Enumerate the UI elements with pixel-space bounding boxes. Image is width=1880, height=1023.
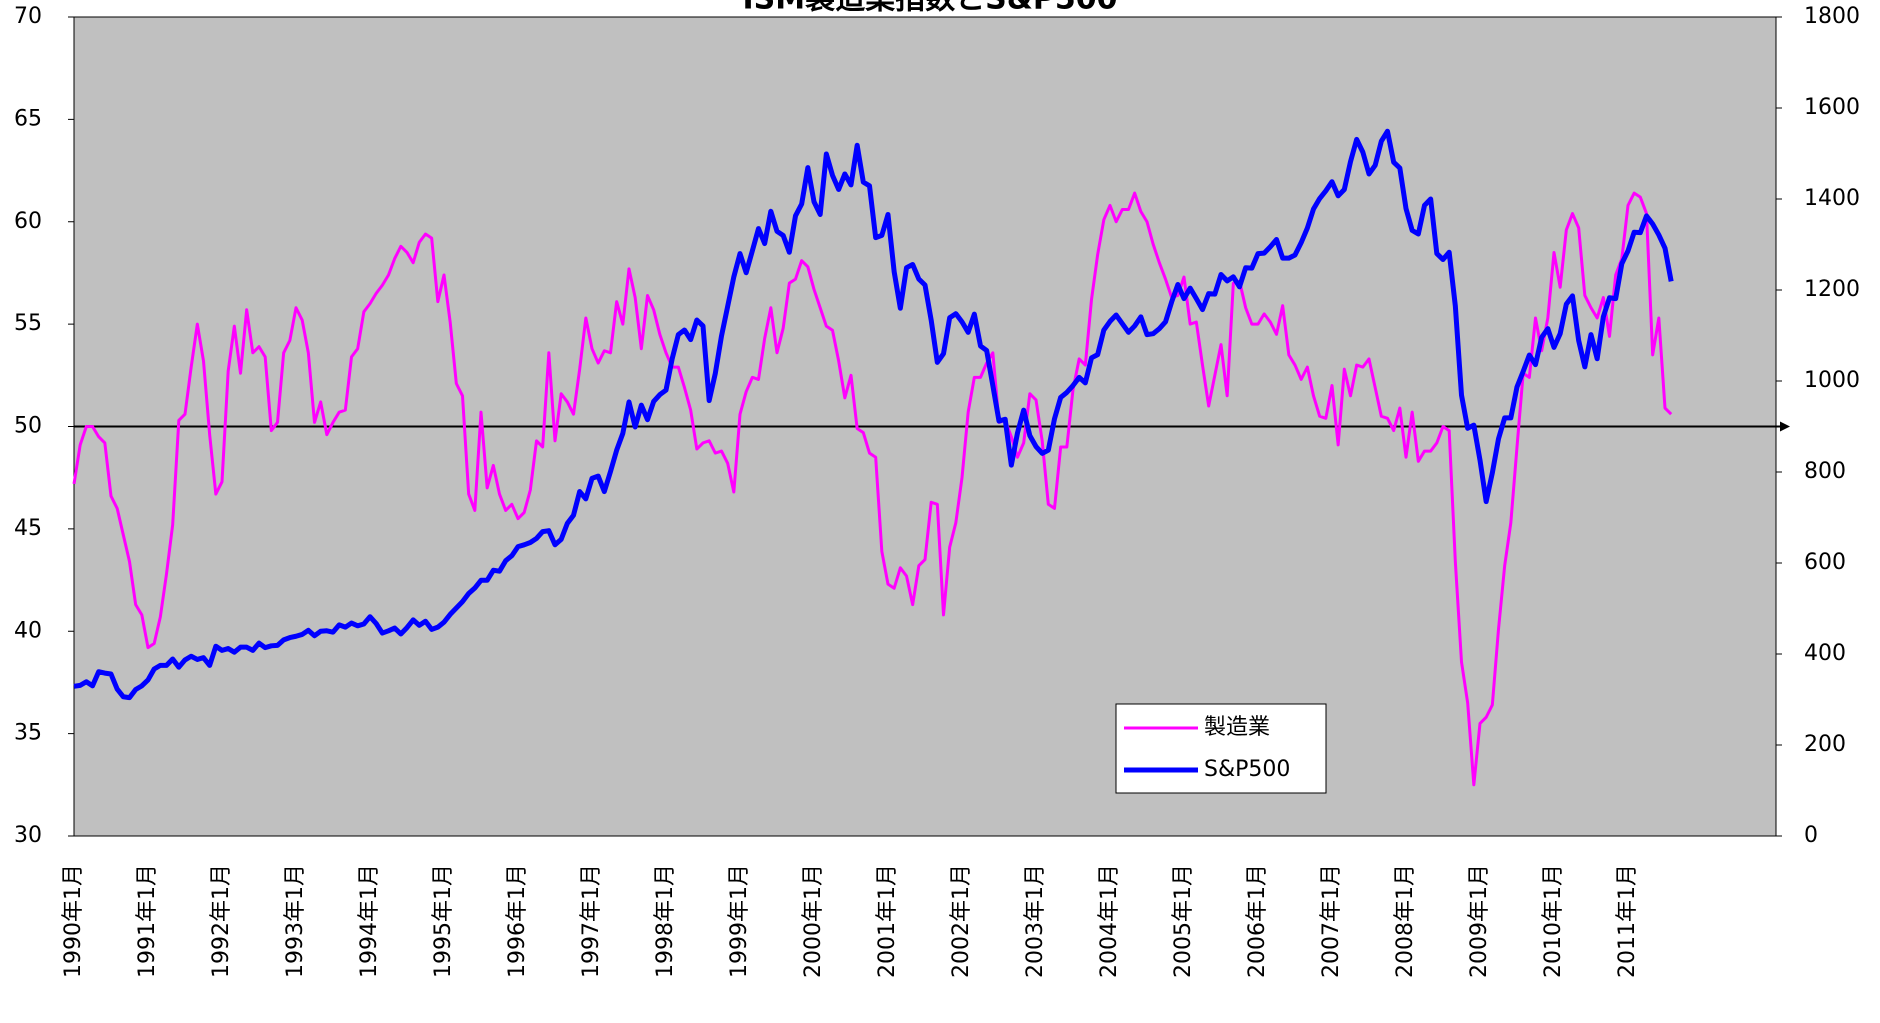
legend-label: S&P500 — [1204, 757, 1290, 782]
legend-box — [1115, 703, 1327, 794]
x-tick-label: 1994年1月 — [357, 864, 382, 978]
x-tick-label: 2007年1月 — [1319, 864, 1344, 978]
x-tick-label: 2004年1月 — [1097, 864, 1122, 978]
y2-tick-label: 800 — [1804, 459, 1846, 484]
x-tick-label: 2002年1月 — [949, 864, 974, 978]
y-tick-label: 60 — [14, 209, 42, 234]
y-tick-label: 30 — [14, 823, 42, 848]
y-tick-label: 55 — [14, 311, 42, 336]
x-tick-label: 2003年1月 — [1023, 864, 1048, 978]
y2-tick-label: 1000 — [1804, 368, 1860, 393]
x-tick-label: 1999年1月 — [727, 864, 752, 978]
x-tick-label: 2010年1月 — [1541, 864, 1566, 978]
series-line — [73, 128, 1674, 701]
y-tick-label: 70 — [14, 4, 42, 29]
y2-tick-label: 0 — [1804, 823, 1818, 848]
y2-tick-label: 200 — [1804, 732, 1846, 757]
x-tick-label: 2009年1月 — [1467, 864, 1492, 978]
x-tick-label: 1990年1月 — [61, 864, 86, 978]
x-tick-label: 1997年1月 — [579, 864, 604, 978]
y-tick-label: 40 — [14, 618, 42, 643]
x-tick-label: 2006年1月 — [1245, 864, 1270, 978]
y-tick-label: 45 — [14, 516, 42, 541]
y2-tick-label: 1600 — [1804, 95, 1860, 120]
y-tick-label: 65 — [14, 106, 42, 131]
x-tick-label: 2008年1月 — [1393, 864, 1418, 978]
y2-tick-label: 400 — [1804, 641, 1846, 666]
y2-tick-label: 1800 — [1804, 4, 1860, 29]
x-tick-label: 1995年1月 — [431, 864, 456, 978]
legend-label: 製造業 — [1204, 715, 1270, 740]
x-tick-label: 1993年1月 — [283, 864, 308, 978]
chart-title: ISM製造業指数とS&P500 — [743, 0, 1118, 17]
x-tick-label: 1998年1月 — [653, 864, 678, 978]
y-tick-label: 35 — [14, 721, 42, 746]
series-line — [72, 191, 1673, 787]
x-tick-label: 1991年1月 — [135, 864, 160, 978]
y2-tick-label: 1200 — [1804, 277, 1860, 302]
y-tick-label: 50 — [14, 414, 42, 439]
y2-tick-label: 1400 — [1804, 186, 1860, 211]
x-tick-label: 1996年1月 — [505, 864, 530, 978]
x-tick-label: 2000年1月 — [801, 864, 826, 978]
x-tick-label: 1992年1月 — [209, 864, 234, 978]
y2-tick-label: 600 — [1804, 550, 1846, 575]
x-tick-label: 2001年1月 — [875, 864, 900, 978]
x-tick-label: 2005年1月 — [1171, 864, 1196, 978]
x-tick-label: 2011年1月 — [1615, 864, 1640, 978]
